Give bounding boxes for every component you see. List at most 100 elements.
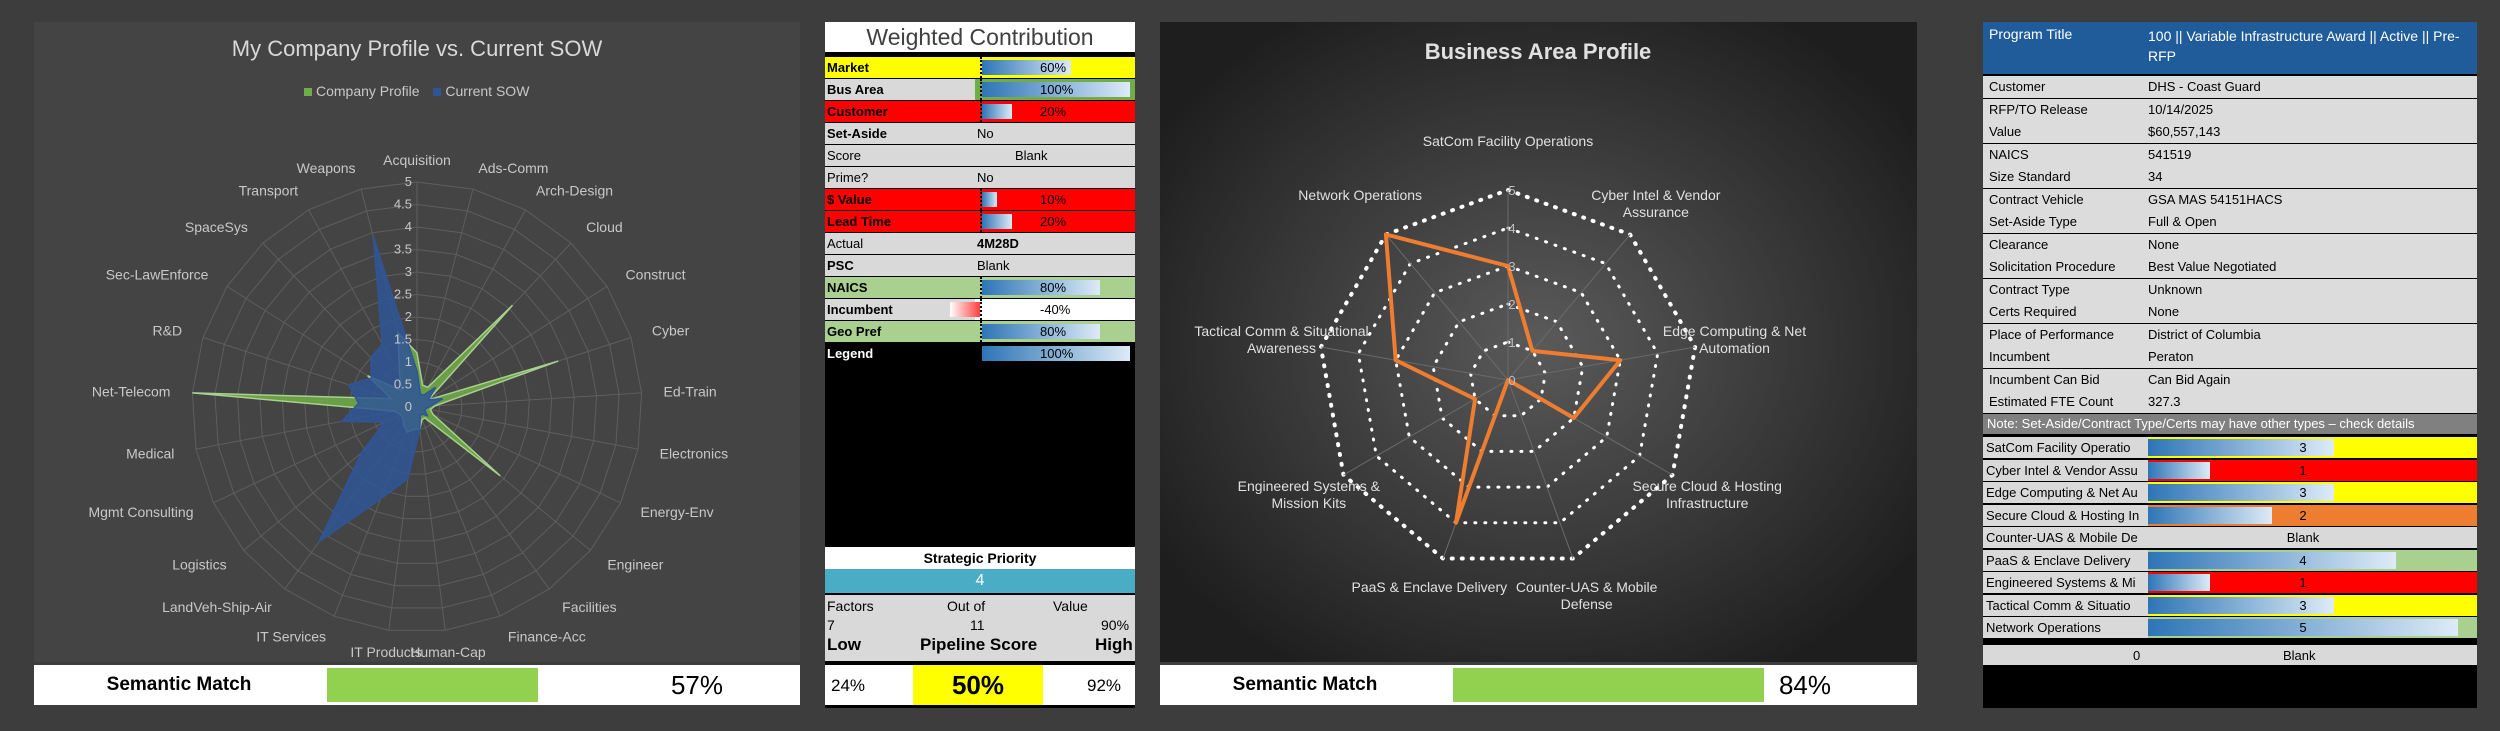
program-info-row: Customer DHS - Coast Guard [1983,76,2477,98]
radar3-category-label: Cyber Intel & Vendor Assurance [1591,187,1721,220]
radar1-scale-label: 0 [405,399,412,414]
score-row-value: Blank [2286,530,2320,545]
weighted-row-bar [982,60,1071,75]
business-area-panel: Business Area Profile 0 1 2 3 4 5 SatCom Facili… [1160,22,1917,662]
program-info-value: Peraton [2148,349,2194,364]
program-info-key: Customer [1989,79,2046,94]
radar1-ring [349,338,485,475]
radar3-category-label: Tactical Comm & Situational Awareness [1194,323,1368,356]
radar1-category-label: Sec-LawEnforce [106,267,209,283]
radar1-category-label: SpaceSys [185,219,248,235]
business-area-score-row: Counter-UAS & Mobile De Blank [1983,527,2477,548]
radar1-category-label: IT Products [350,644,421,660]
weighted-row-value: 4M28D [977,236,1019,251]
weighted-row-bar-area [975,211,1135,232]
radar1-spoke [416,286,608,408]
weighted-row: Legend 100% [825,343,1135,364]
radar1-category-label: Ads-Comm [478,160,548,176]
weighted-row-value: 100% [1040,82,1074,97]
radar3-category-label: Edge Computing & Net Automation [1663,323,1806,356]
weighted-row: NAICS 80% [825,277,1135,298]
weighted-row-axis [980,211,982,232]
program-info-value: 34 [2148,169,2163,184]
weighted-row-label: Legend [827,346,874,361]
score-row-value: 4 [2299,552,2307,568]
program-info-row: Incumbent Peraton [1983,346,2477,368]
pipeline-score-block: Factors Out of Value 7 11 90% Low Pipeli… [825,595,1135,661]
business-area-score-row: PaaS & Enclave Delivery 4 [1983,549,2477,571]
program-info-key: Incumbent [1989,349,2050,364]
radar3-category-label: SatCom Facility Operations [1423,133,1593,149]
semantic-match-bar-1: Semantic Match 57% [34,665,800,705]
business-area-score-row: Engineered Systems & Mi 1 [1983,572,2477,593]
radar1-scale-label: 2.5 [394,287,412,302]
weighted-row-label-bg [825,211,975,232]
high-value: 92% [1087,676,1122,695]
legend-current-sow: Current SOW [445,83,530,99]
semantic-match-label-1: Semantic Match [106,674,252,695]
weighted-row-bar-area [975,189,1135,210]
radar3-spoke [1507,346,1696,381]
radar3-scale-label: 2 [1508,297,1515,312]
radar3-category-label: Counter-UAS & Mobile Defense [1516,579,1658,612]
weighted-row-label: Actual [827,236,864,251]
factors-value: 7 [827,617,835,633]
weighted-row: Bus Area 100% [825,79,1135,100]
radar1-ring [236,226,598,587]
weighted-row: Lead Time 20% [825,211,1135,232]
program-info-value: None [2148,304,2180,319]
radar1-scale-label: 1 [405,354,412,369]
weighted-row-axis [980,299,982,320]
strategic-priority-value: 4 [825,569,1135,593]
program-info-key: RFP/TO Release [1989,101,2088,117]
score-row-bar [2148,596,2334,614]
program-info-value: GSA MAS 54151HACS [2148,191,2283,207]
weighted-row-value: -40% [1040,302,1071,317]
score-row-value: 1 [2299,462,2307,478]
weighted-row-bar [982,82,1130,97]
weighted-row-bar [982,324,1100,339]
radar1-ring [304,293,530,520]
weighted-row: Market 60% [825,57,1135,78]
program-info-key: Contract Vehicle [1989,191,2084,207]
radar1-ring [281,271,553,542]
radar1-scale-label: 0.5 [394,377,412,392]
program-info-key: Place of Performance [1989,326,2115,342]
out-of-value: 11 [970,617,985,633]
radar1-spoke [416,209,526,408]
score-row-label: Cyber Intel & Vendor Assu [1986,462,2138,478]
legend-swatch-company [304,88,312,96]
radar3-ring [1394,264,1622,489]
program-info-row: Place of Performance District of Columbia [1983,323,2477,346]
score-row-label: Network Operations [1986,620,2101,635]
radar1-category-label: Finance-Acc [508,629,586,645]
radar1-category-label: Construct [626,267,686,283]
out-of-label: Out of [947,598,986,614]
score-row-label: Edge Computing & Net Au [1986,485,2138,500]
radar1-scale-label: 4.5 [394,197,412,212]
weighted-row-value: No [977,126,994,141]
radar3-scale-label: 4 [1508,221,1515,236]
score-row-value: 5 [2299,620,2307,635]
semantic-match-fill-2 [1453,668,1764,702]
radar1-category-label: Facilities [562,599,616,615]
radar1-category-label: Energy-Env [640,504,713,520]
weighted-row-value: 100% [1040,346,1074,361]
radar3-series-line [1383,232,1623,525]
weighted-row-label: Customer [827,104,888,119]
semantic-match-label-2: Semantic Match [1232,674,1378,695]
program-info-row: Value $60,557,143 [1983,121,2477,143]
radar1-category-label: LandVeh-Ship-Air [162,599,272,615]
program-info-value: DHS - Coast Guard [2148,79,2261,94]
weighted-row-label: Lead Time [827,214,892,229]
weighted-row-value: 60% [1040,60,1067,75]
score-row-label: Engineered Systems & Mi [1986,575,2136,590]
program-info-row: Estimated FTE Count 327.3 [1983,391,2477,413]
radar3-scale-label: 1 [1508,335,1515,350]
weighted-row: $ Value 10% [825,189,1135,210]
radar1-category-label: Medical [126,445,174,461]
weighted-row-bar [982,104,1012,119]
weighted-row: Set-Aside No [825,123,1135,144]
weighted-row-axis [980,57,982,78]
weighted-row-label-bg [825,79,975,100]
